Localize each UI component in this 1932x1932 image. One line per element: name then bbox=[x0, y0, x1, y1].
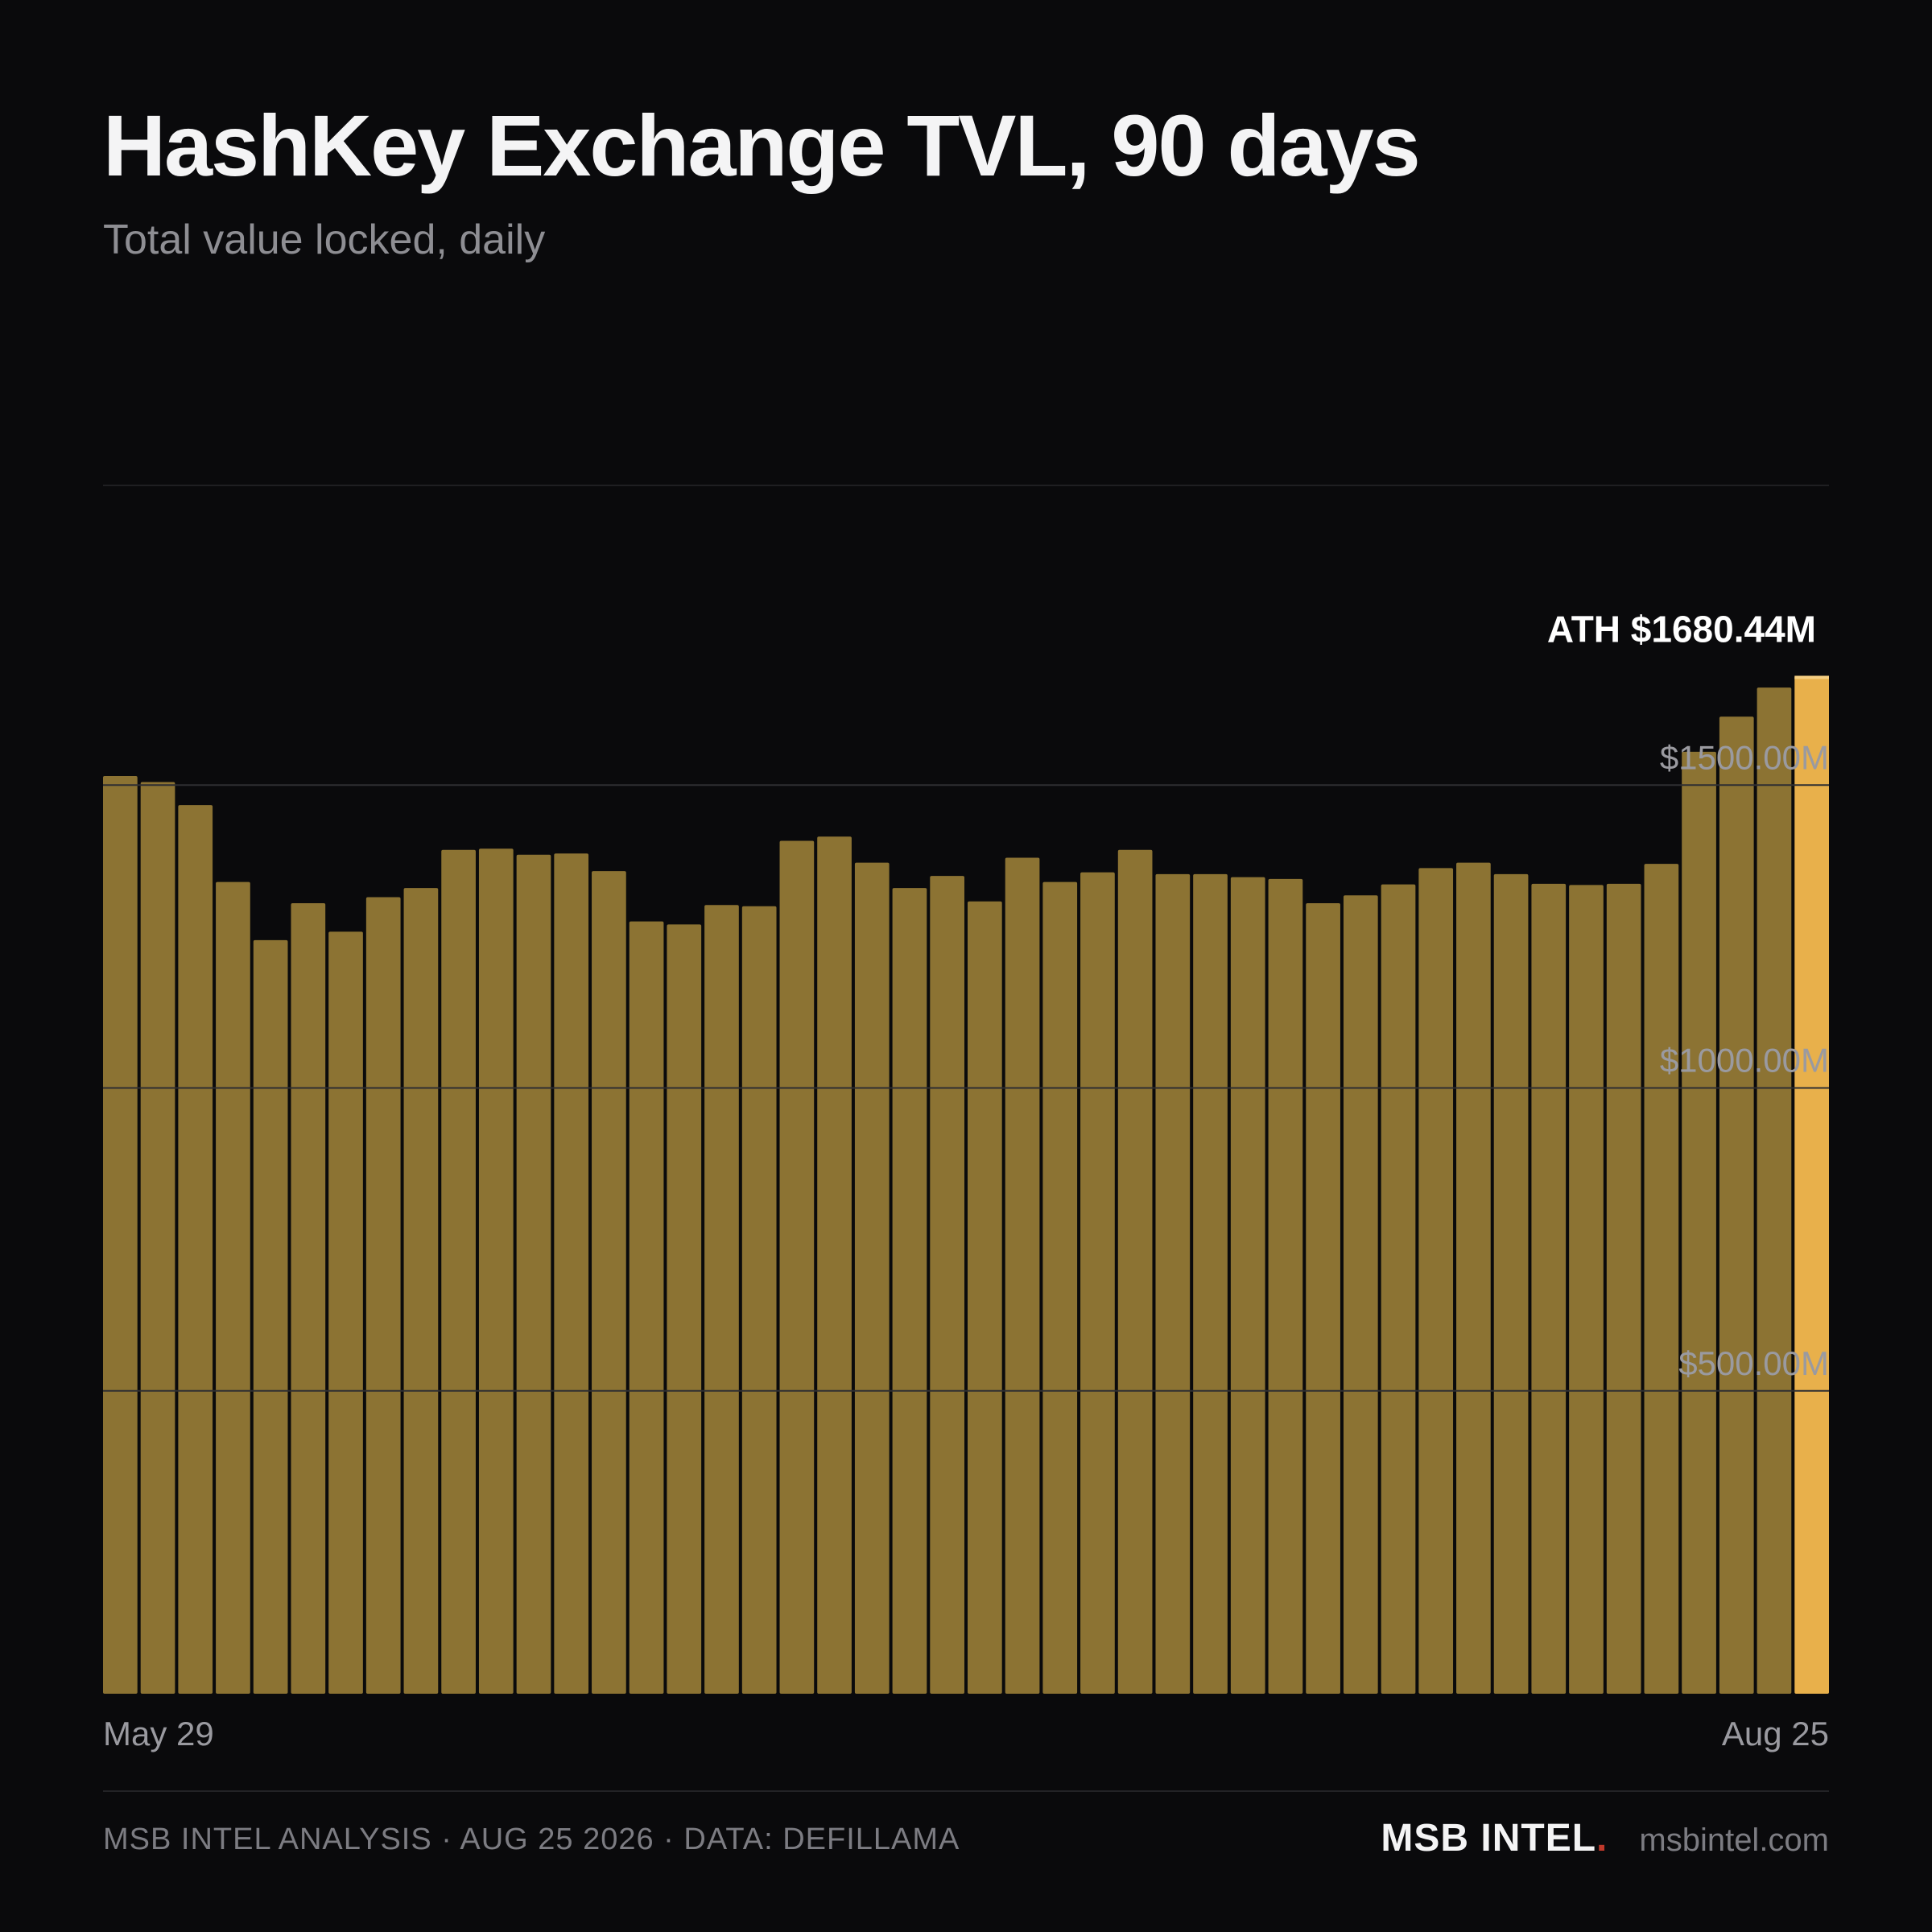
bar bbox=[741, 906, 777, 1694]
bar bbox=[140, 782, 175, 1694]
bar bbox=[1606, 883, 1641, 1694]
y-tick-label: $1000.00M bbox=[1660, 1042, 1829, 1080]
bar bbox=[1080, 872, 1115, 1694]
bar bbox=[291, 902, 326, 1694]
bar-highlight-cap bbox=[1794, 675, 1829, 679]
footer-brand-block: MSB INTEL. msbintel.com bbox=[1381, 1816, 1829, 1860]
bar bbox=[817, 836, 852, 1694]
bar bbox=[1644, 864, 1679, 1694]
bar bbox=[1493, 873, 1529, 1694]
bar bbox=[516, 854, 551, 1694]
tvl-bar-chart: $500.00M $1000.00M $1500.00M ATH $1680.44M M… bbox=[103, 485, 1829, 1752]
bar bbox=[1042, 881, 1078, 1694]
bar bbox=[1230, 877, 1265, 1694]
bar bbox=[592, 871, 626, 1694]
bar bbox=[1381, 884, 1416, 1694]
x-tick-label-end: Aug 25 bbox=[1722, 1715, 1829, 1752]
y-tick-label: $500.00M bbox=[1678, 1344, 1829, 1382]
bar bbox=[1155, 873, 1191, 1694]
site-link[interactable]: msbintel.com bbox=[1639, 1823, 1829, 1858]
bar bbox=[178, 805, 213, 1694]
bar bbox=[216, 881, 250, 1694]
bar bbox=[478, 848, 514, 1694]
bar bbox=[1193, 873, 1228, 1694]
bar bbox=[1719, 716, 1754, 1694]
bar bbox=[1531, 883, 1567, 1694]
footer-credit: MSB INTEL ANALYSIS · AUG 25 2026 · DATA:… bbox=[103, 1823, 960, 1856]
x-tick-label-start: May 29 bbox=[103, 1715, 214, 1752]
bar bbox=[253, 939, 288, 1694]
bar bbox=[1005, 857, 1040, 1694]
bar bbox=[629, 921, 664, 1694]
bar bbox=[1456, 862, 1491, 1694]
bar bbox=[1569, 885, 1604, 1694]
footer-divider bbox=[103, 1790, 1829, 1792]
y-tick-label: $1500.00M bbox=[1660, 738, 1829, 776]
bar bbox=[892, 888, 927, 1694]
bar bbox=[1682, 751, 1716, 1694]
bar bbox=[1268, 878, 1303, 1694]
bar bbox=[441, 849, 476, 1694]
brand-logo-dot: . bbox=[1596, 1817, 1608, 1860]
bar bbox=[1757, 687, 1792, 1695]
bar bbox=[1794, 675, 1829, 1694]
bar bbox=[403, 888, 439, 1694]
ath-annotation: ATH $1680.44M bbox=[1547, 608, 1816, 650]
chart-subtitle: Total value locked, daily bbox=[103, 217, 546, 263]
bar bbox=[968, 901, 1002, 1694]
bar bbox=[1306, 902, 1340, 1694]
bar bbox=[1343, 895, 1378, 1694]
bar bbox=[103, 775, 138, 1694]
bar bbox=[1418, 868, 1454, 1694]
brand-logo-text: MSB INTEL bbox=[1381, 1817, 1597, 1860]
bar bbox=[930, 876, 964, 1694]
bar bbox=[667, 924, 702, 1694]
bar bbox=[554, 853, 589, 1694]
bar bbox=[328, 931, 363, 1694]
bar bbox=[365, 897, 401, 1694]
bar bbox=[704, 905, 739, 1694]
chart-title: HashKey Exchange TVL, 90 days bbox=[103, 97, 1421, 194]
bar bbox=[854, 862, 890, 1694]
bar bbox=[779, 840, 815, 1694]
bar bbox=[1117, 849, 1153, 1694]
